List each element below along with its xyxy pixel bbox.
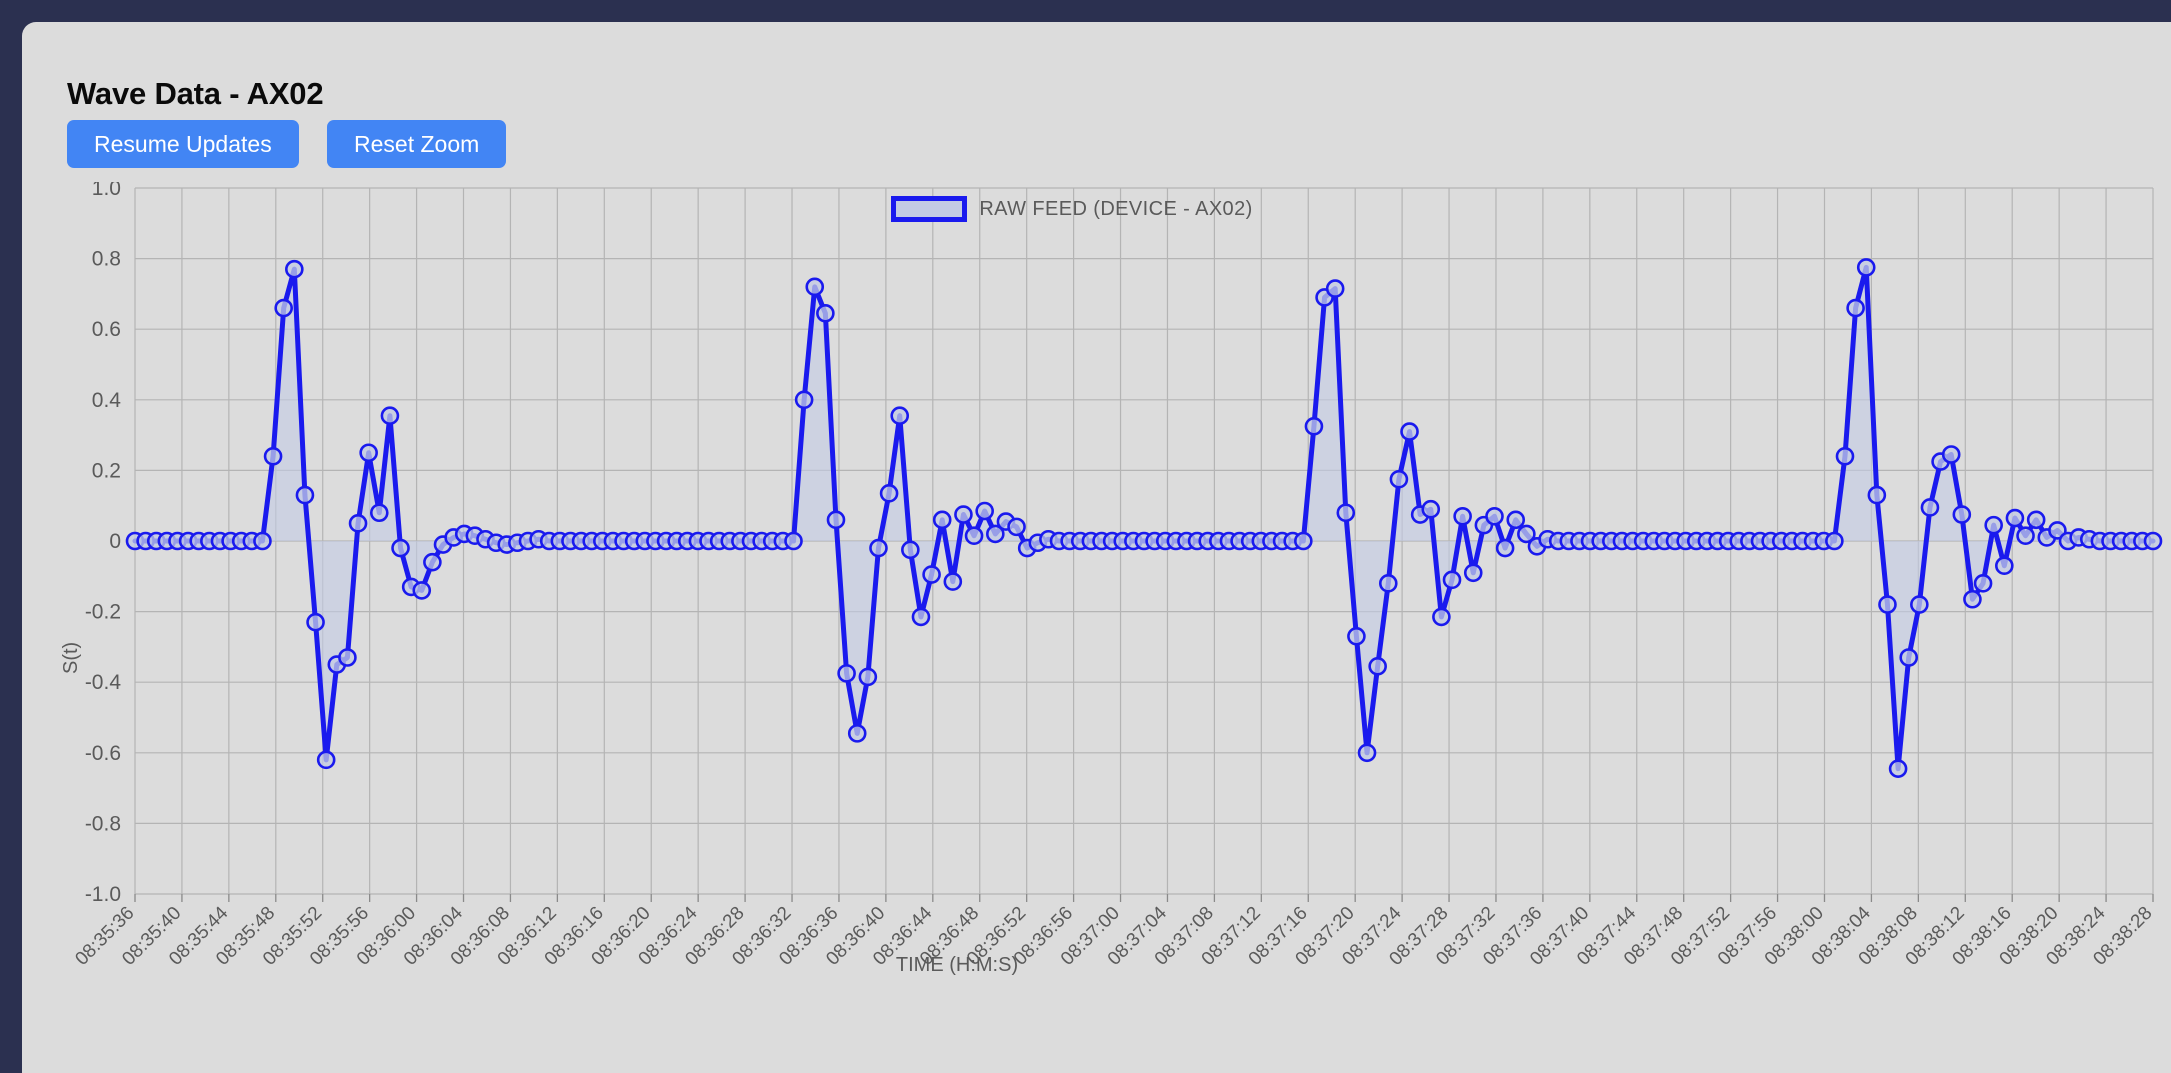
reset-zoom-button[interactable]: Reset Zoom bbox=[327, 120, 507, 168]
x-axis-label: TIME (H:M:S) bbox=[895, 954, 1019, 976]
chart-svg[interactable]: 1.00.80.60.40.20-0.2-0.4-0.6-0.8-1.0 08:… bbox=[22, 182, 2171, 1072]
svg-text:0.8: 0.8 bbox=[92, 248, 121, 271]
y-axis-label: S(t) bbox=[60, 641, 82, 674]
svg-text:-0.8: -0.8 bbox=[85, 812, 121, 835]
series-markers bbox=[125, 258, 2163, 778]
resume-updates-button[interactable]: Resume Updates bbox=[67, 120, 299, 168]
svg-text:-0.2: -0.2 bbox=[85, 601, 121, 624]
svg-text:0: 0 bbox=[109, 530, 121, 553]
svg-text:0.6: 0.6 bbox=[92, 318, 121, 341]
page-title: Wave Data - AX02 bbox=[67, 76, 324, 111]
chart-legend[interactable]: RAW FEED (DEVICE - AX02) bbox=[22, 196, 2122, 222]
svg-text:0.4: 0.4 bbox=[92, 389, 122, 412]
series-area-fill bbox=[135, 267, 2153, 769]
legend-label: RAW FEED (DEVICE - AX02) bbox=[979, 197, 1253, 220]
legend-swatch-icon bbox=[891, 196, 968, 222]
plot-area[interactable]: RAW FEED (DEVICE - AX02) S(t) TIME (H:M:… bbox=[22, 182, 2171, 1072]
svg-text:1.0: 1.0 bbox=[92, 182, 121, 200]
y-axis-ticks: 1.0 0.8 0.6 0.4 0.2 0 -0.2 -0.4 -0.6 -0.8 -1.0 bbox=[85, 182, 122, 906]
svg-text:-1.0: -1.0 bbox=[85, 883, 121, 906]
svg-text:-0.6: -0.6 bbox=[85, 742, 121, 765]
svg-text:0.2: 0.2 bbox=[92, 459, 121, 482]
svg-text:-0.4: -0.4 bbox=[85, 671, 122, 694]
chart-card: Wave Data - AX02 Resume Updates Reset Zo… bbox=[22, 22, 2171, 1073]
